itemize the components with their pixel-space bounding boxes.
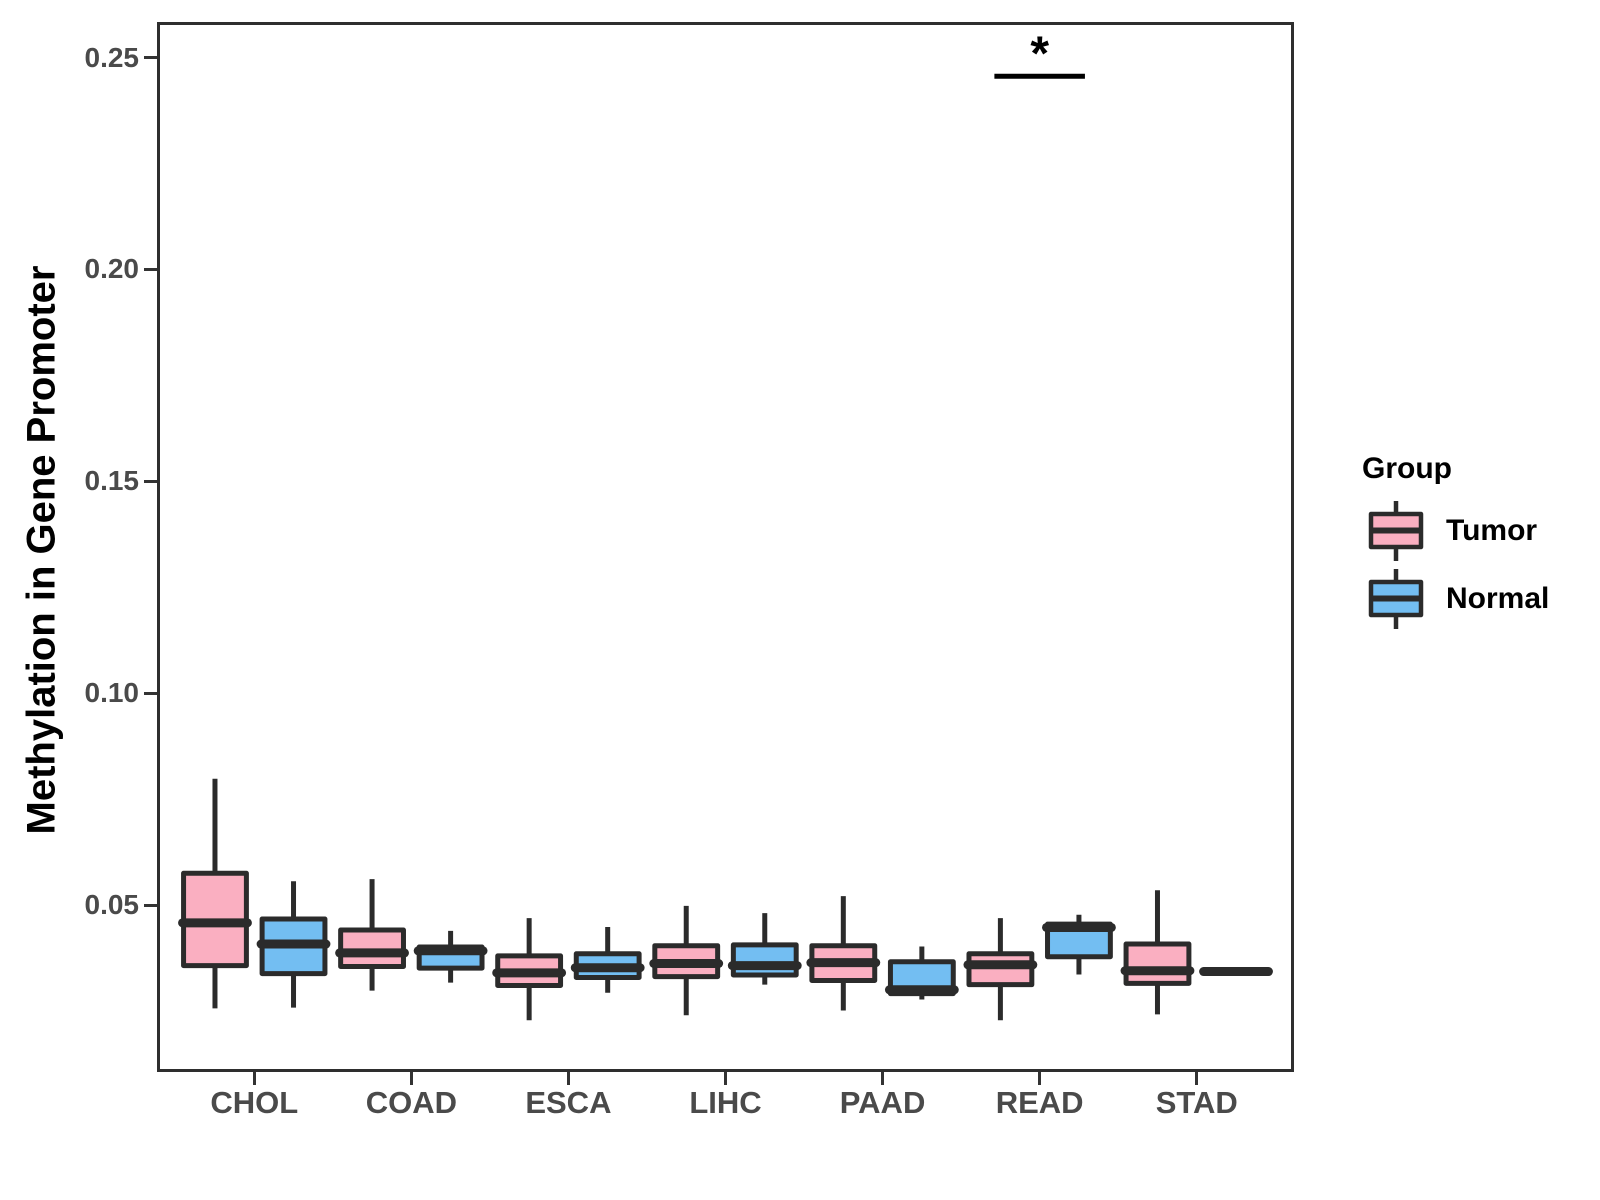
- x-tick-mark: [566, 1072, 570, 1085]
- x-tick-mark: [1038, 1072, 1042, 1085]
- x-tick-mark: [409, 1072, 413, 1085]
- box-coad-normal: [413, 930, 488, 983]
- y-tick-mark: [144, 691, 157, 695]
- y-tick-label: 0.20: [84, 253, 140, 285]
- y-tick-label: 0.15: [84, 465, 140, 497]
- legend-item-tumor: Tumor: [1368, 500, 1549, 562]
- box-lihc-normal: [727, 913, 802, 985]
- y-tick-mark: [144, 267, 157, 271]
- x-tick-label-coad: COAD: [365, 1085, 457, 1120]
- legend-label-tumor: Tumor: [1446, 514, 1538, 547]
- box-chol-normal: [256, 881, 331, 1008]
- legend-label-normal: Normal: [1446, 582, 1550, 615]
- plot-panel: *: [157, 22, 1294, 1072]
- x-tick-label-paad: PAAD: [839, 1085, 926, 1120]
- x-tick-label-read: READ: [995, 1085, 1084, 1120]
- x-tick-label-lihc: LIHC: [689, 1085, 762, 1120]
- box-read-normal: [1042, 914, 1116, 975]
- x-tick-mark: [1195, 1072, 1199, 1085]
- box-stad-normal: [1199, 967, 1273, 977]
- box-coad-tumor: [335, 879, 409, 991]
- legend-title: Group: [1362, 452, 1452, 485]
- box-chol-tumor: [178, 778, 252, 1009]
- significance-star: *: [1030, 27, 1049, 80]
- y-tick-label: 0.25: [84, 41, 140, 73]
- x-tick-label-chol: CHOL: [210, 1085, 299, 1120]
- box-esca-normal: [570, 927, 645, 993]
- box-paad-normal: [884, 946, 959, 1000]
- legend-glyph-normal: [1368, 569, 1424, 629]
- x-tick-mark: [252, 1072, 256, 1085]
- y-axis-title: Methylation in Gene Promoter: [19, 265, 64, 835]
- box-stad-tumor: [1120, 890, 1195, 1015]
- significance-bracket: *: [994, 27, 1085, 80]
- y-tick-label: 0.05: [84, 889, 140, 921]
- y-tick-mark: [144, 56, 157, 60]
- y-tick-mark: [144, 903, 157, 907]
- box-lihc-tumor: [649, 905, 724, 1016]
- x-tick-label-esca: ESCA: [525, 1085, 612, 1120]
- legend-glyph-tumor: [1368, 501, 1424, 561]
- x-tick-mark: [881, 1072, 885, 1085]
- x-tick-mark: [724, 1072, 727, 1085]
- y-tick-mark: [144, 479, 157, 483]
- box-read-tumor: [963, 918, 1038, 1021]
- boxplot-canvas: *: [178, 27, 1273, 1021]
- legend: Group Tumor Normal: [1362, 452, 1549, 636]
- box-paad-tumor: [806, 896, 881, 1011]
- x-tick-label-stad: STAD: [1155, 1085, 1238, 1120]
- y-tick-label: 0.10: [84, 677, 140, 709]
- box-esca-tumor: [492, 918, 567, 1021]
- legend-item-normal: Normal: [1368, 568, 1549, 630]
